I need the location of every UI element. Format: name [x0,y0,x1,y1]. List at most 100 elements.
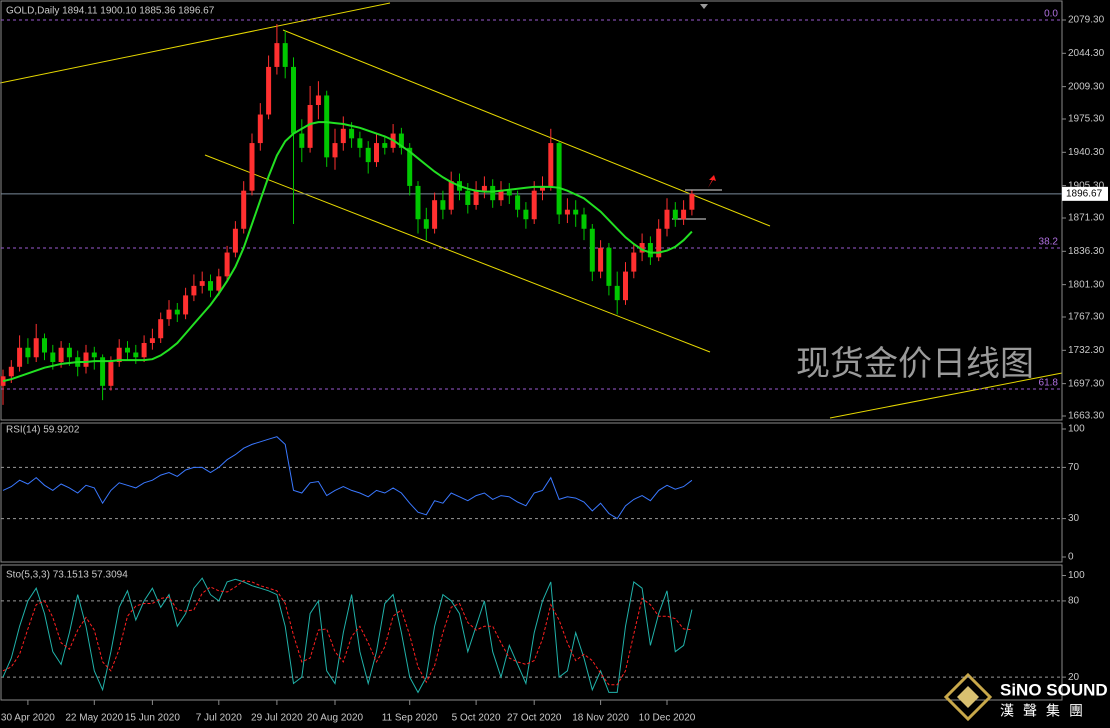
x-tick-label: 20 Aug 2020 [307,713,364,724]
rsi-title: RSI(14) 59.9202 [6,425,80,436]
x-tick-label: 18 Nov 2020 [572,713,629,724]
candle-body [382,143,388,148]
fib-label: 61.8 [1039,378,1059,389]
chart-title: GOLD,Daily 1894.11 1900.10 1885.36 1896.… [6,6,215,17]
candle-body [498,190,504,201]
trend-line [204,154,711,353]
candle-body [623,271,628,301]
candle-body [191,285,197,296]
y-tick-label: 70 [1068,462,1080,473]
y-tick-label: 1767.30 [1068,312,1105,323]
last-price-box [1062,186,1108,201]
shift-marker [700,4,708,9]
x-tick-label: 29 Jul 2020 [251,713,303,724]
x-tick-label: 11 Sep 2020 [382,713,438,724]
candle-body [42,338,47,353]
x-tick-label: 5 Oct 2020 [452,713,501,724]
candle-body [58,347,64,363]
candle-body [589,228,595,272]
rsi-panel-frame [0,422,1063,563]
candle-body [91,352,97,358]
candle-body [465,190,471,205]
candle-body [8,366,14,377]
trend-line [282,29,771,227]
y-tick-label: 1975.30 [1068,114,1105,125]
watermark: 现货金价日线图 [796,344,1034,384]
candle-body [473,190,479,205]
candle-body [340,128,346,144]
candle-body [116,347,122,363]
y-tick-label: 2079.30 [1068,15,1105,26]
y-tick-label: 2044.30 [1068,48,1105,59]
candle-body [174,309,180,315]
candle-body [573,209,579,215]
logo: SiNO SOUND 漢聲集團 [943,672,1108,722]
candle-body [564,209,570,215]
candle-body [490,185,496,201]
candle-body [133,352,139,358]
candle-body [374,143,379,163]
candle-body [440,200,446,210]
x-tick-label: 30 Apr 2020 [1,713,55,724]
x-tick-label: 10 Dec 2020 [639,713,696,724]
candle-body [257,114,263,144]
candle-body [307,105,313,148]
candle-body [33,338,39,358]
candle-body [357,138,363,148]
candle-body [100,357,106,386]
logo-name: SiNO SOUND [1000,680,1108,699]
fib-label: 38.2 [1039,237,1059,248]
y-tick-label: 1663.30 [1068,411,1105,422]
y-tick-label: 0 [1068,552,1074,563]
candle-body [141,342,147,358]
y-tick-label: 30 [1068,513,1080,524]
main-panel-frame [0,0,1063,421]
candle-body [506,190,512,196]
y-tick-label: 1732.30 [1068,345,1105,356]
candle-body [232,228,238,253]
candle-body [415,185,421,220]
candle-body [656,228,662,258]
indicator-line [2,436,693,520]
candle-body [241,190,247,229]
candle-body [66,347,72,358]
candle-body [556,143,562,215]
candle-body [224,252,230,277]
candle-body [216,276,222,291]
candle-body [548,143,554,186]
y-tick-label: 1836.30 [1068,246,1105,257]
y-tick-label: 80 [1068,596,1080,607]
candle-body [25,347,31,358]
candle-body [423,219,429,229]
candle-body [83,352,89,367]
sto-panel-frame [0,564,1063,701]
candle-body [108,362,114,386]
candle-body [166,309,172,320]
logo-subtitle: 漢聲集團 [1000,703,1092,719]
last-price-label: 1896.67 [1066,188,1103,199]
indicator-line [2,580,692,686]
candle-body [631,252,637,272]
candle-body [639,243,645,253]
candle-body [681,209,687,220]
candle-body [125,347,130,353]
y-tick-label: 1940.30 [1068,147,1105,158]
candle-body [208,281,213,291]
y-tick-label: 1801.30 [1068,279,1105,290]
candle-body [581,214,587,229]
x-tick-label: 27 Oct 2020 [507,713,562,724]
candle-body [324,95,330,158]
logo-icon [943,672,993,722]
candle-body [598,247,604,272]
candle-body [249,143,255,191]
candle-body [183,295,189,315]
trend-line [0,2,391,84]
candle-body [448,181,454,210]
candle-body [332,143,338,158]
y-tick-label: 20 [1068,672,1080,683]
logo-icon [957,686,979,708]
candle-body [158,319,164,339]
candle-body [540,185,545,191]
sto-title: Sto(5,3,3) 73.1513 57.3094 [6,570,128,581]
candle-body [531,190,537,220]
